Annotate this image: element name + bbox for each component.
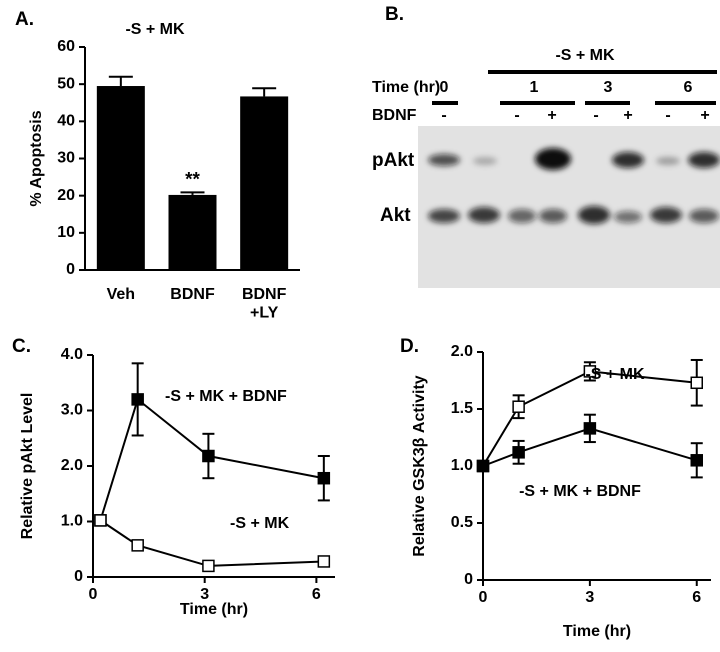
marker — [512, 400, 525, 413]
series-line — [99, 519, 324, 567]
y-tick-label: 3.0 — [61, 402, 83, 419]
x-tick-label: BDNF — [170, 286, 215, 303]
x-tick-label: BDNF +LY — [242, 286, 287, 321]
marker — [690, 376, 703, 390]
series-label: -S + MK — [230, 515, 290, 532]
x-tick-label: 3 — [200, 586, 209, 603]
x-tick-label: Veh — [107, 286, 135, 303]
chart-title: -S + MK — [125, 21, 185, 38]
y-tick-label: 2.0 — [451, 343, 473, 360]
treatment-label: BDNF — [372, 107, 417, 124]
y-tick-label: 10 — [57, 224, 75, 241]
x-tick-label: 6 — [692, 589, 701, 606]
bar — [240, 96, 289, 270]
y-axis-label: % Apoptosis — [28, 110, 45, 206]
series-line — [482, 427, 698, 467]
y-tick-label: 30 — [57, 150, 75, 167]
lane-sign: - — [665, 107, 670, 124]
x-axis-label: Time (hr) — [180, 601, 248, 618]
marker — [202, 449, 215, 463]
y-tick-label: 0 — [464, 571, 473, 588]
lane-sign: - — [514, 107, 519, 124]
y-axis-label: Relative GSK3β Activity — [411, 375, 428, 556]
series-line — [99, 397, 325, 521]
bands — [428, 148, 720, 224]
series-label: -S + MK + BDNF — [519, 483, 641, 500]
panel-label: B. — [385, 4, 404, 25]
marker — [512, 446, 525, 459]
y-tick-label: 2.0 — [61, 457, 83, 474]
marker — [317, 471, 331, 485]
blot-image — [418, 126, 720, 288]
series-line — [482, 370, 697, 467]
blot-margin — [370, 126, 418, 288]
x-axis-label: Time (hr) — [563, 623, 631, 640]
y-tick-label: 0.5 — [451, 514, 473, 531]
lane-sign: - — [441, 107, 446, 124]
marker — [583, 365, 597, 378]
x-tick-label: 0 — [89, 586, 98, 603]
panel-label: D. — [400, 336, 419, 357]
row-label: Akt — [380, 205, 411, 226]
y-tick-label: 4.0 — [61, 346, 83, 363]
y-tick-label: 1.0 — [451, 457, 473, 474]
panel-label: C. — [12, 336, 31, 357]
y-tick-label: 0 — [66, 261, 75, 278]
bar — [168, 194, 217, 270]
marker — [583, 422, 597, 435]
panel-label: A. — [15, 9, 34, 30]
time: 1 — [530, 79, 539, 96]
lane-sign: + — [547, 107, 556, 124]
y-tick-label: 60 — [57, 38, 75, 55]
blot-condition: -S + MK — [555, 47, 615, 64]
y-tick-label: 0 — [74, 568, 83, 585]
series-label: -S + MK — [585, 366, 645, 383]
marker — [202, 559, 215, 573]
marker — [317, 555, 331, 568]
y-tick-label: 20 — [57, 187, 75, 204]
marker — [131, 539, 144, 552]
marker — [94, 514, 107, 527]
marker — [476, 459, 490, 473]
y-tick-label: 1.5 — [451, 400, 473, 417]
lane-sign: + — [700, 107, 709, 124]
y-tick-label: 40 — [57, 113, 75, 130]
lane-sign: - — [593, 107, 598, 124]
bar — [96, 86, 145, 271]
time: 3 — [604, 79, 613, 96]
x-tick-label: 6 — [312, 586, 321, 603]
y-tick-label: 50 — [57, 75, 75, 92]
marker — [131, 393, 144, 406]
row-label: pAkt — [372, 150, 415, 171]
x-tick-label: 0 — [479, 589, 488, 606]
lane-sign: + — [623, 107, 632, 124]
y-axis-label: Relative pAkt Level — [19, 393, 36, 540]
series-label: -S + MK + BDNF — [165, 388, 287, 405]
x-tick-label: 3 — [585, 589, 594, 606]
marker — [690, 454, 703, 467]
annotation: ** — [185, 169, 200, 190]
y-tick-label: 1.0 — [61, 513, 83, 530]
time: 0 — [440, 79, 449, 96]
time-label: Time (hr) — [372, 79, 440, 96]
time: 6 — [684, 79, 693, 96]
